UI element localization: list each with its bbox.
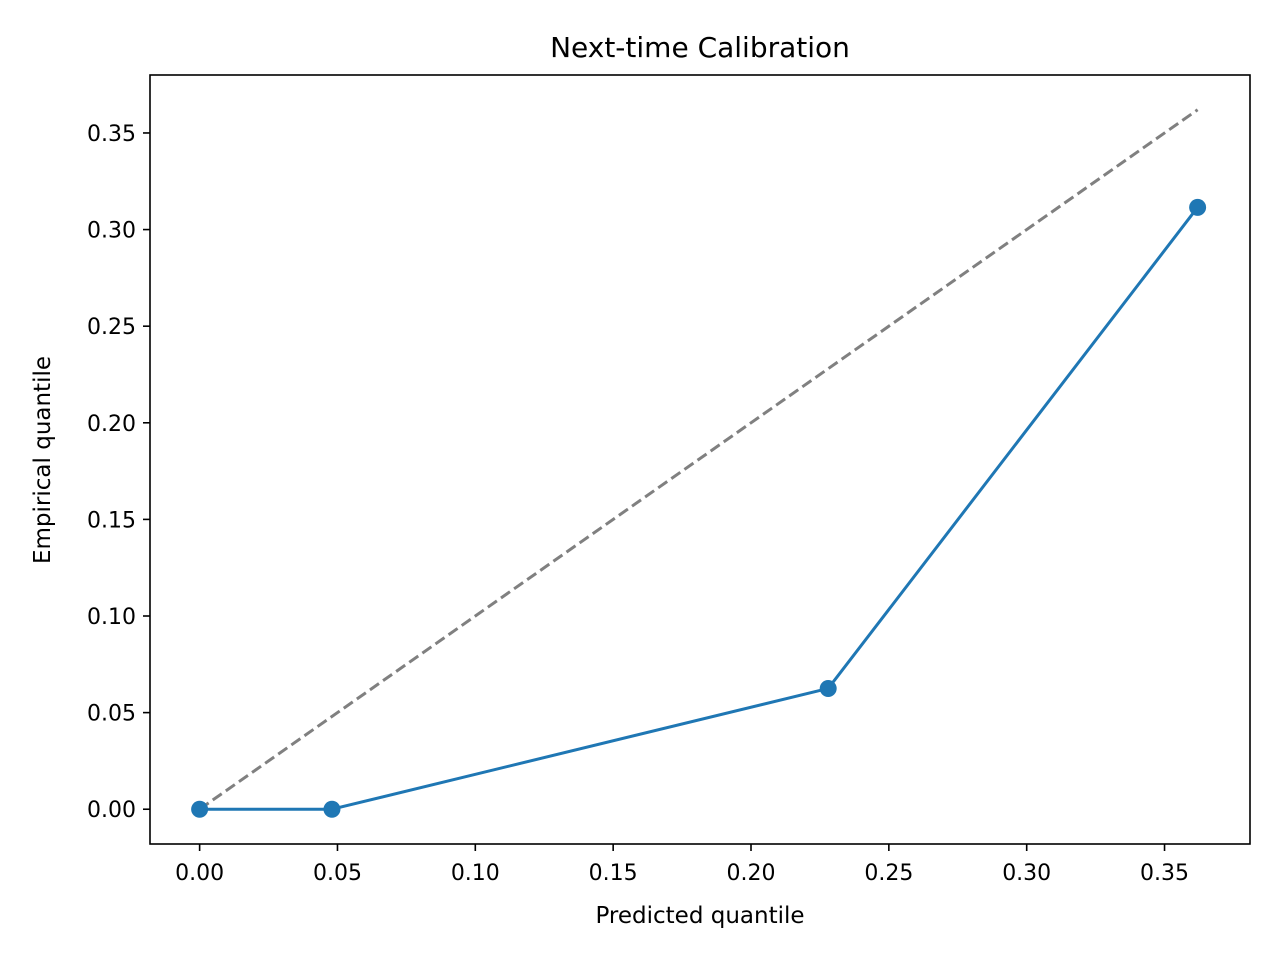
x-tick-label: 0.10 <box>451 861 500 886</box>
y-axis-ticks: 0.00 0.05 0.10 0.15 0.20 0.25 0.30 0.35 <box>87 122 150 823</box>
x-tick-label: 0.25 <box>864 861 913 886</box>
x-tick-label: 0.05 <box>313 861 362 886</box>
y-tick-label: 0.20 <box>87 412 136 437</box>
y-tick-label: 0.35 <box>87 122 136 147</box>
y-tick-label: 0.10 <box>87 605 136 630</box>
x-tick-label: 0.15 <box>589 861 638 886</box>
x-axis-ticks: 0.00 0.05 0.10 0.15 0.20 0.25 0.30 0.35 <box>175 844 1189 886</box>
data-point <box>323 800 341 818</box>
axes-frame <box>149 74 1251 845</box>
y-axis-label: Empirical quantile <box>30 356 56 564</box>
y-tick-label: 0.05 <box>87 702 136 727</box>
x-axis-label: Predicted quantile <box>595 903 804 929</box>
x-tick-label: 0.20 <box>727 861 776 886</box>
y-tick-label: 0.25 <box>87 315 136 340</box>
x-tick-label: 0.30 <box>1002 861 1051 886</box>
data-point <box>819 679 837 697</box>
calibration-line <box>199 206 1199 811</box>
series-layer <box>191 108 1207 818</box>
x-tick-label: 0.35 <box>1140 861 1189 886</box>
x-tick-label: 0.00 <box>175 861 224 886</box>
chart-title: Next-time Calibration <box>550 31 850 64</box>
y-tick-label: 0.15 <box>87 508 136 533</box>
data-point <box>1189 198 1207 216</box>
reference-line <box>198 108 1199 811</box>
y-tick-label: 0.00 <box>87 798 136 823</box>
data-point <box>191 800 209 818</box>
y-tick-label: 0.30 <box>87 219 136 244</box>
